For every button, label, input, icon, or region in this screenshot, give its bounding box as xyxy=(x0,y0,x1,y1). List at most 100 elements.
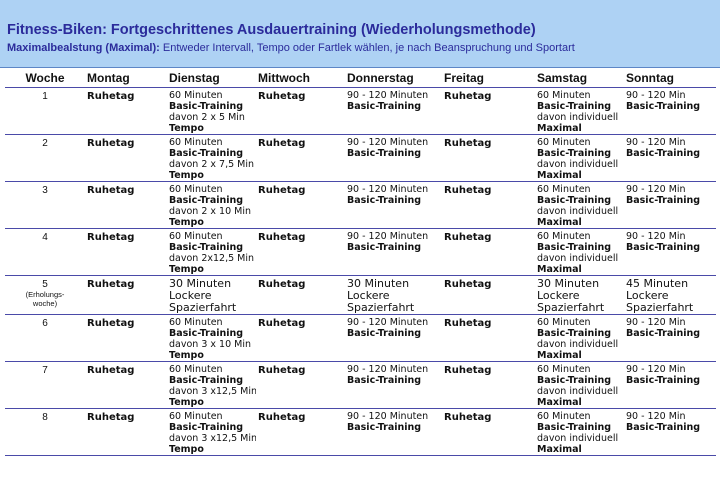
session-detail: Spazierfahrt xyxy=(537,301,605,314)
friday-rest-cell: Ruhetag xyxy=(442,228,535,276)
week-number: 1 xyxy=(42,91,48,102)
sunday-cell: 90 - 120 Min Basic-Training xyxy=(624,87,716,135)
session-detail: davon individuell xyxy=(537,433,619,444)
session-duration: 60 Minuten xyxy=(537,231,591,242)
session-duration: 90 - 120 Minuten xyxy=(347,90,429,101)
thursday-cell: 90 - 120 Minuten Basic-Training xyxy=(345,134,442,182)
thursday-cell: 90 - 120 Minuten Basic-Training xyxy=(345,408,442,456)
session-duration: 60 Minuten xyxy=(169,317,223,328)
column-header-thursday: Donnerstag xyxy=(345,68,442,88)
session-detail: davon 2x12,5 Min xyxy=(169,253,255,264)
session-duration: 60 Minuten xyxy=(537,137,591,148)
week-cell: 7 xyxy=(5,361,85,409)
subtitle-text: Entweder Intervall, Tempo oder Fartlek w… xyxy=(159,42,575,54)
monday-rest-cell: Ruhetag xyxy=(85,134,167,182)
friday-rest-cell: Ruhetag xyxy=(442,361,535,409)
session-duration: 90 - 120 Minuten xyxy=(347,411,429,422)
session-duration: 90 - 120 Min xyxy=(626,411,686,422)
week-number: 4 xyxy=(42,232,48,243)
monday-rest-cell: Ruhetag xyxy=(85,228,167,276)
session-intensity: Tempo xyxy=(169,170,204,181)
friday-rest-cell: Ruhetag xyxy=(442,87,535,135)
friday-rest-cell: Ruhetag xyxy=(442,134,535,182)
session-duration: 60 Minuten xyxy=(537,364,591,375)
week-note: woche) xyxy=(32,299,58,308)
session-duration: 90 - 120 Min xyxy=(626,184,686,195)
session-type: Basic-Training xyxy=(626,242,701,253)
column-header-saturday: Samstag xyxy=(535,68,624,88)
session-duration: 60 Minuten xyxy=(169,90,223,101)
tuesday-cell: 60 Minuten Basic-Training davon 2x12,5 Min… xyxy=(167,228,256,276)
monday-rest-cell: Ruhetag xyxy=(85,408,167,456)
table-row: 3 Ruhetag 60 Minuten Basic-Training davon 2 … xyxy=(5,181,716,229)
session-duration: 60 Minuten xyxy=(537,317,591,328)
sunday-cell: 45 Minuten Lockere Spazierfahrt xyxy=(624,275,716,315)
session-detail: davon individuell xyxy=(537,112,619,123)
tuesday-cell: 60 Minuten Basic-Training davon 3 x12,5 Mi… xyxy=(167,408,256,456)
week-cell: 2 xyxy=(5,134,85,182)
page-title: Fitness-Biken: Fortgeschrittenes Ausdaue… xyxy=(7,22,536,38)
page-header: Fitness-Biken: Fortgeschrittenes Ausdaue… xyxy=(0,0,720,68)
saturday-cell: 60 Minuten Basic-Training davon individuel… xyxy=(535,181,624,229)
session-duration: 60 Minuten xyxy=(169,411,223,422)
session-type: Basic-Training xyxy=(537,195,612,206)
session-duration: 30 Minuten xyxy=(537,277,600,290)
saturday-cell: 60 Minuten Basic-Training davon individuel… xyxy=(535,361,624,409)
session-type: Basic-Training xyxy=(347,422,422,433)
week-number: 3 xyxy=(42,185,48,196)
tuesday-cell: 60 Minuten Basic-Training davon 2 x 7,5 Mi… xyxy=(167,134,256,182)
week-cell: 1 xyxy=(5,87,85,135)
session-type: Basic-Training xyxy=(169,375,244,386)
session-type: Basic-Training xyxy=(169,148,244,159)
tuesday-cell: 60 Minuten Basic-Training davon 2 x 10 Min… xyxy=(167,181,256,229)
session-type: Basic-Training xyxy=(347,328,422,339)
table-row: 4 Ruhetag 60 Minuten Basic-Training davon 2x… xyxy=(5,228,716,276)
subtitle-label: Maximalbealstung (Maximal): xyxy=(7,42,160,54)
session-duration: 60 Minuten xyxy=(537,411,591,422)
sunday-cell: 90 - 120 Min Basic-Training xyxy=(624,408,716,456)
session-detail: davon individuell xyxy=(537,386,619,397)
saturday-cell: 60 Minuten Basic-Training davon individuel… xyxy=(535,408,624,456)
session-type: Basic-Training xyxy=(537,375,612,386)
table-row: 6 Ruhetag 60 Minuten Basic-Training davon 3 … xyxy=(5,314,716,362)
saturday-cell: 60 Minuten Basic-Training davon individuel… xyxy=(535,228,624,276)
session-type: Basic-Training xyxy=(626,148,701,159)
tuesday-cell: 30 Minuten Lockere Spazierfahrt xyxy=(167,275,256,315)
session-detail: davon individuell xyxy=(537,159,619,170)
session-type: Basic-Training xyxy=(626,328,701,339)
session-detail: davon individuell xyxy=(537,253,619,264)
tuesday-cell: 60 Minuten Basic-Training davon 2 x 5 Min T… xyxy=(167,87,256,135)
session-duration: 90 - 120 Min xyxy=(626,137,686,148)
session-type: Basic-Training xyxy=(169,195,244,206)
session-intensity: Tempo xyxy=(169,217,204,228)
session-detail: Spazierfahrt xyxy=(169,301,237,314)
wednesday-rest-cell: Ruhetag xyxy=(256,228,345,276)
week-cell: 6 xyxy=(5,314,85,362)
tuesday-cell: 60 Minuten Basic-Training davon 3 x 10 Min… xyxy=(167,314,256,362)
session-detail: davon individuell xyxy=(537,339,619,350)
session-intensity: Tempo xyxy=(169,264,204,275)
column-header-sunday: Sonntag xyxy=(624,68,716,88)
wednesday-rest-cell: Ruhetag xyxy=(256,408,345,456)
session-type: Basic-Training xyxy=(169,101,244,112)
sunday-cell: 90 - 120 Min Basic-Training xyxy=(624,181,716,229)
monday-rest-cell: Ruhetag xyxy=(85,181,167,229)
session-type: Basic-Training xyxy=(347,195,422,206)
week-number: 6 xyxy=(42,318,48,329)
session-detail: Spazierfahrt xyxy=(626,301,694,314)
monday-rest-cell: Ruhetag xyxy=(85,314,167,362)
table-header-row: Woche Montag Dienstag Mittwoch Donnersta… xyxy=(5,68,716,88)
table-row: 2 Ruhetag 60 Minuten Basic-Training davon 2 … xyxy=(5,134,716,182)
wednesday-rest-cell: Ruhetag xyxy=(256,134,345,182)
monday-rest-cell: Ruhetag xyxy=(85,275,167,315)
wednesday-rest-cell: Ruhetag xyxy=(256,275,345,315)
session-type: Basic-Training xyxy=(169,328,244,339)
table-row: 7 Ruhetag 60 Minuten Basic-Training davon 3 … xyxy=(5,361,716,409)
week-cell: 5 (Erholungs-woche) xyxy=(5,275,85,315)
session-duration: 90 - 120 Min xyxy=(626,364,686,375)
session-duration: 60 Minuten xyxy=(169,231,223,242)
session-intensity: Maximal xyxy=(537,264,582,275)
session-type: Basic-Training xyxy=(626,422,701,433)
session-detail: Lockere xyxy=(537,289,580,302)
friday-rest-cell: Ruhetag xyxy=(442,181,535,229)
